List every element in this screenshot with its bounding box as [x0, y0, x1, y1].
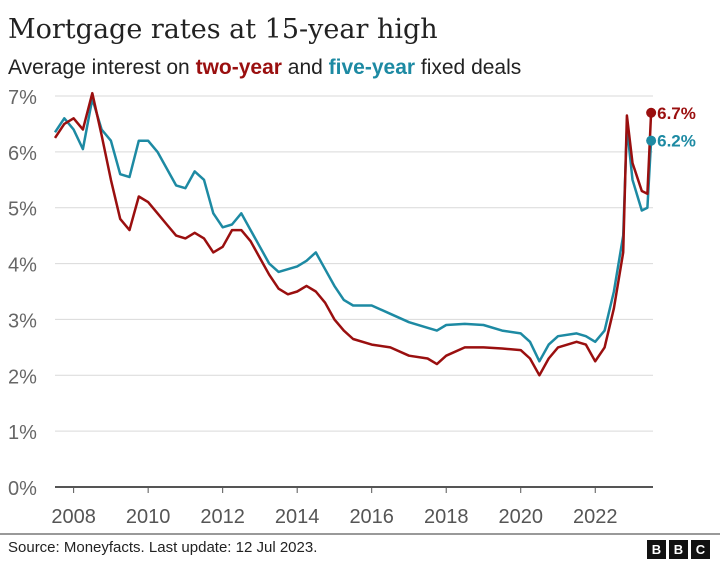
x-tick-label: 2022 [573, 506, 618, 528]
y-tick-label: 3% [8, 310, 37, 332]
end-label-five-year: 6.2% [657, 132, 696, 151]
end-point-two-year [646, 107, 657, 118]
subtitle-pre: Average interest on [8, 56, 196, 79]
series-line-two-year [53, 91, 653, 377]
chart-subtitle: Average interest on two-year and five-ye… [8, 56, 521, 80]
y-tick-label: 7% [8, 87, 37, 109]
series-line-five-year [53, 97, 653, 363]
y-tick-label: 2% [8, 366, 37, 388]
y-tick-label: 5% [8, 199, 37, 221]
x-tick-label: 2010 [126, 506, 171, 528]
chart-title: Mortgage rates at 15-year high [8, 14, 438, 45]
subtitle-mid: and [281, 56, 329, 79]
source-note: Source: Moneyfacts. Last update: 12 Jul … [8, 539, 318, 556]
x-tick-label: 2018 [424, 506, 469, 528]
logo-c: C [691, 540, 710, 559]
x-tick-label: 2014 [275, 506, 320, 528]
logo-b1: B [647, 540, 666, 559]
end-label-two-year: 6.7% [657, 104, 696, 123]
end-point-five-year [646, 135, 657, 146]
footer-divider [0, 533, 720, 535]
y-tick-label: 4% [8, 255, 37, 277]
y-tick-label: 6% [8, 143, 37, 165]
x-tick-label: 2016 [349, 506, 394, 528]
line-chart: 0% 1% 2% 3% 4% 5% 6% 7% 2008 2010 2012 2014 2016 2018… [8, 87, 696, 528]
subtitle-two-year: two-year [195, 56, 282, 79]
subtitle-five-year: five-year [328, 56, 416, 79]
subtitle-post: fixed deals [415, 56, 522, 79]
x-tick-label: 2008 [51, 506, 96, 528]
y-tick-label: 1% [8, 422, 37, 444]
x-tick-label: 2012 [200, 506, 245, 528]
x-tick-label: 2020 [498, 506, 543, 528]
y-tick-label: 0% [8, 478, 37, 500]
logo-b2: B [669, 540, 688, 559]
